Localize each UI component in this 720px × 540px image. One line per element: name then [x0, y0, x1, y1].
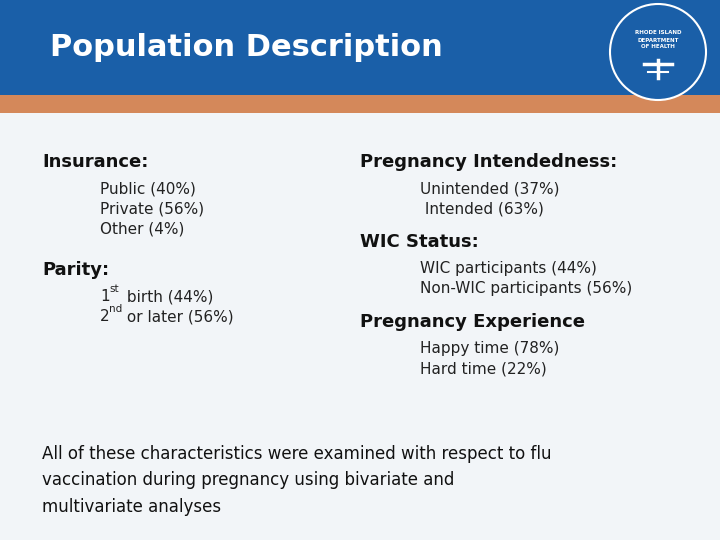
Text: Hard time (22%): Hard time (22%)	[420, 361, 546, 376]
Text: st: st	[109, 284, 119, 294]
Circle shape	[610, 4, 706, 100]
Text: birth (44%): birth (44%)	[122, 289, 213, 304]
Text: Pregnancy Experience: Pregnancy Experience	[360, 313, 585, 331]
Text: Public (40%): Public (40%)	[100, 181, 196, 196]
Text: Intended (63%): Intended (63%)	[420, 201, 544, 216]
Text: Private (56%): Private (56%)	[100, 201, 204, 216]
Text: Insurance:: Insurance:	[42, 153, 148, 171]
Text: Other (4%): Other (4%)	[100, 221, 184, 236]
Text: Population Description: Population Description	[50, 33, 443, 62]
Text: WIC Status:: WIC Status:	[360, 233, 479, 251]
Text: Parity:: Parity:	[42, 261, 109, 279]
Text: Unintended (37%): Unintended (37%)	[420, 181, 559, 196]
Text: All of these characteristics were examined with respect to flu
vaccination durin: All of these characteristics were examin…	[42, 445, 552, 516]
Text: Pregnancy Intendedness:: Pregnancy Intendedness:	[360, 153, 617, 171]
Text: Happy time (78%): Happy time (78%)	[420, 341, 559, 356]
Text: RHODE ISLAND: RHODE ISLAND	[635, 30, 681, 35]
Bar	[0, 95, 720, 113]
Text: 1: 1	[100, 289, 109, 304]
Text: DEPARTMENT: DEPARTMENT	[637, 37, 679, 43]
Bar	[0, 0, 720, 95]
Text: WIC participants (44%): WIC participants (44%)	[420, 261, 597, 276]
Text: OF HEALTH: OF HEALTH	[641, 44, 675, 50]
Text: or later (56%): or later (56%)	[122, 309, 233, 324]
Text: nd: nd	[109, 304, 122, 314]
Text: 2: 2	[100, 309, 109, 324]
Text: Non-WIC participants (56%): Non-WIC participants (56%)	[420, 281, 632, 296]
